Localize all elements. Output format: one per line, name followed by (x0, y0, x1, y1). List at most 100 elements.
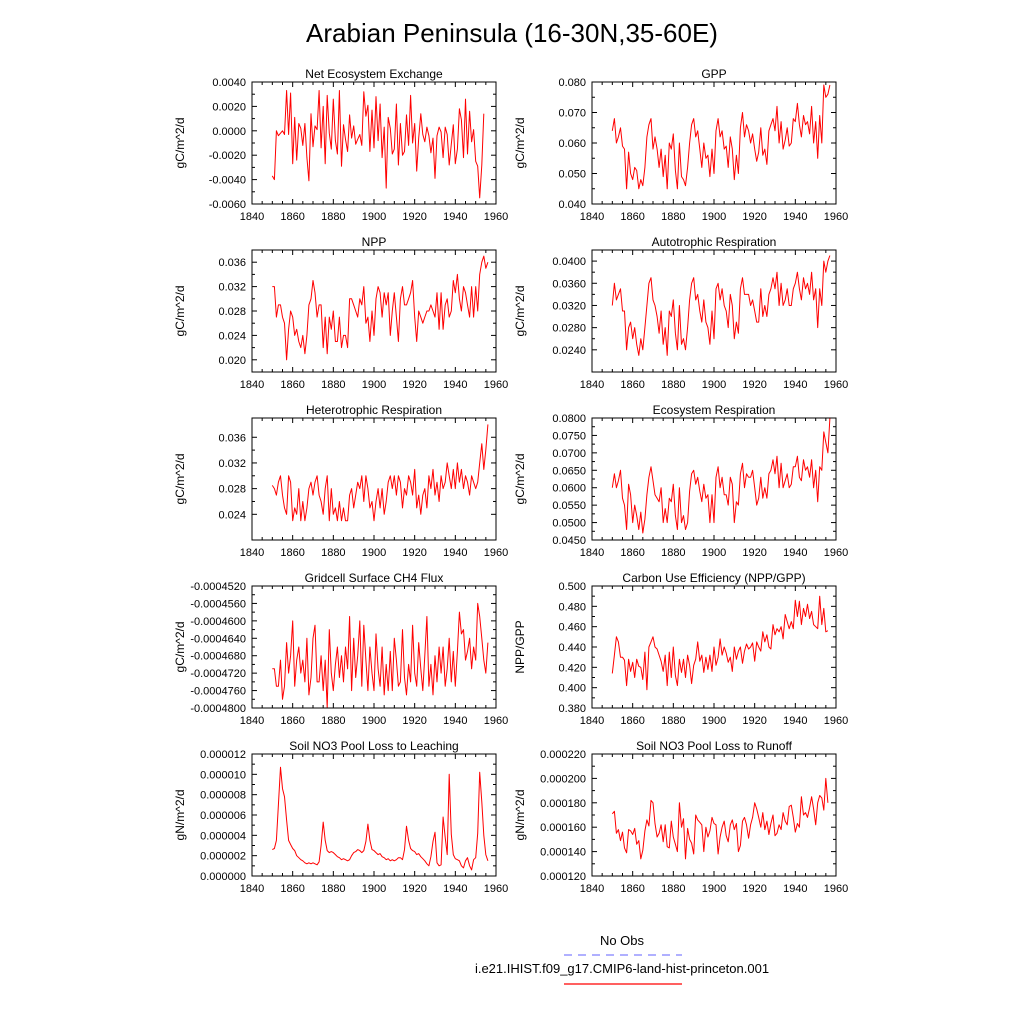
x-tick-label: 1940 (443, 379, 467, 391)
panel-title: Soil NO3 Pool Loss to Runoff (636, 739, 793, 753)
y-tick-label: 0.480 (558, 601, 586, 613)
series-line (272, 255, 489, 361)
y-axis-label: gC/m^2/d (173, 286, 187, 337)
panel-4: Autotrophic Respiration gC/m^2/d 1840 1860 1… (513, 235, 848, 391)
y-tick-label: 0.0650 (552, 465, 586, 477)
x-tick-label: 1920 (402, 715, 426, 727)
x-tick-label: 1860 (280, 547, 304, 559)
x-tick-label: 1920 (742, 883, 766, 895)
plot-frame (251, 585, 497, 709)
y-tick-label: 0.0360 (552, 278, 586, 290)
y-axis-label: gC/m^2/d (513, 118, 527, 169)
y-tick-label: 0.028 (218, 484, 246, 496)
legend-model-label: i.e21.IHIST.f09_g17.CMIP6-land-hist-prin… (475, 961, 769, 976)
y-tick-label: 0.0550 (552, 500, 586, 512)
plot-frame (251, 417, 497, 541)
y-tick-label: -0.0004640 (190, 633, 246, 645)
x-tick-label: 1860 (620, 547, 644, 559)
panel-title: Heterotrophic Respiration (306, 403, 442, 417)
y-tick-label: 0.000006 (200, 810, 246, 822)
series-line (271, 424, 489, 522)
y-tick-label: 0.000010 (200, 769, 246, 781)
plot-frame (591, 417, 837, 541)
plot-frame (591, 249, 837, 373)
y-tick-label: -0.0004600 (190, 616, 246, 628)
panels-group: Net Ecosystem Exchange gC/m^2/d 1840 1860 18… (173, 67, 848, 895)
y-tick-label: 0.0750 (552, 430, 586, 442)
panel-8: Carbon Use Efficiency (NPP/GPP) NPP/GPP 18… (513, 571, 848, 727)
y-tick-label: -0.0004560 (190, 598, 246, 610)
plot-frame (251, 81, 497, 205)
x-tick-label: 1880 (661, 379, 685, 391)
y-tick-label: 0.400 (558, 683, 586, 695)
x-tick-label: 1880 (321, 379, 345, 391)
x-tick-label: 1860 (620, 211, 644, 223)
y-tick-label: 0.0020 (212, 101, 246, 113)
x-tick-label: 1840 (240, 883, 264, 895)
panel-6: Ecosystem Respiration gC/m^2/d 1840 1860 188… (513, 403, 848, 559)
y-tick-label: 0.000160 (540, 822, 586, 834)
y-tick-label: -0.0040 (209, 175, 246, 187)
x-tick-label: 1900 (702, 715, 726, 727)
x-tick-label: 1940 (783, 379, 807, 391)
y-tick-label: 0.024 (218, 509, 246, 521)
series-line (611, 417, 831, 534)
x-tick-label: 1880 (661, 883, 685, 895)
y-tick-label: 0.000002 (200, 851, 246, 863)
y-axis-label: gN/m^2/d (173, 790, 187, 841)
y-tick-label: 0.0500 (552, 518, 586, 530)
panel-title: NPP (362, 235, 387, 249)
x-tick-label: 1900 (362, 211, 386, 223)
x-tick-label: 1940 (443, 883, 467, 895)
x-tick-label: 1900 (362, 715, 386, 727)
y-tick-label: -0.0060 (209, 199, 246, 211)
x-tick-label: 1840 (580, 715, 604, 727)
panel-title: GPP (701, 67, 726, 81)
series-line (611, 255, 831, 356)
series-line (271, 90, 485, 199)
x-tick-label: 1920 (742, 379, 766, 391)
y-tick-label: 0.020 (218, 355, 246, 367)
x-tick-label: 1860 (280, 379, 304, 391)
x-tick-label: 1920 (402, 547, 426, 559)
series-line (611, 777, 829, 860)
x-tick-label: 1920 (402, 379, 426, 391)
y-tick-label: 0.500 (558, 581, 586, 593)
plot-frame (251, 753, 497, 877)
x-tick-label: 1840 (240, 379, 264, 391)
y-tick-label: 0.0280 (552, 323, 586, 335)
y-tick-label: -0.0004800 (190, 703, 246, 715)
x-tick-label: 1940 (783, 883, 807, 895)
y-tick-label: 0.050 (558, 169, 586, 181)
y-axis-label: gC/m^2/d (173, 622, 187, 673)
plot-frame (591, 585, 837, 709)
y-tick-label: 0.420 (558, 662, 586, 674)
y-tick-label: 0.000140 (540, 847, 586, 859)
y-tick-label: 0.024 (218, 330, 246, 342)
x-tick-label: 1840 (580, 883, 604, 895)
y-tick-label: 0.0040 (212, 77, 246, 89)
y-tick-label: 0.000180 (540, 798, 586, 810)
panel-title: Carbon Use Efficiency (NPP/GPP) (622, 571, 805, 585)
y-axis-label: NPP/GPP (513, 620, 527, 673)
y-tick-label: 0.040 (558, 199, 586, 211)
y-tick-label: 0.460 (558, 622, 586, 634)
x-tick-label: 1880 (321, 883, 345, 895)
panel-title: Net Ecosystem Exchange (305, 67, 443, 81)
panel-2: GPP gC/m^2/d 1840 1860 1880 1900 1920 1940 1960 0… (513, 67, 848, 223)
x-tick-label: 1880 (321, 211, 345, 223)
x-tick-label: 1900 (702, 883, 726, 895)
x-tick-label: 1880 (661, 715, 685, 727)
y-axis-label: gC/m^2/d (173, 118, 187, 169)
x-tick-label: 1840 (580, 379, 604, 391)
plot-frame (591, 753, 837, 877)
y-tick-label: 0.028 (218, 306, 246, 318)
y-tick-label: 0.000200 (540, 773, 586, 785)
y-axis-label: gC/m^2/d (173, 454, 187, 505)
x-tick-label: 1960 (484, 883, 508, 895)
y-tick-label: 0.000120 (540, 871, 586, 883)
y-tick-label: 0.036 (218, 432, 246, 444)
y-tick-label: 0.060 (558, 138, 586, 150)
y-tick-label: 0.032 (218, 282, 246, 294)
